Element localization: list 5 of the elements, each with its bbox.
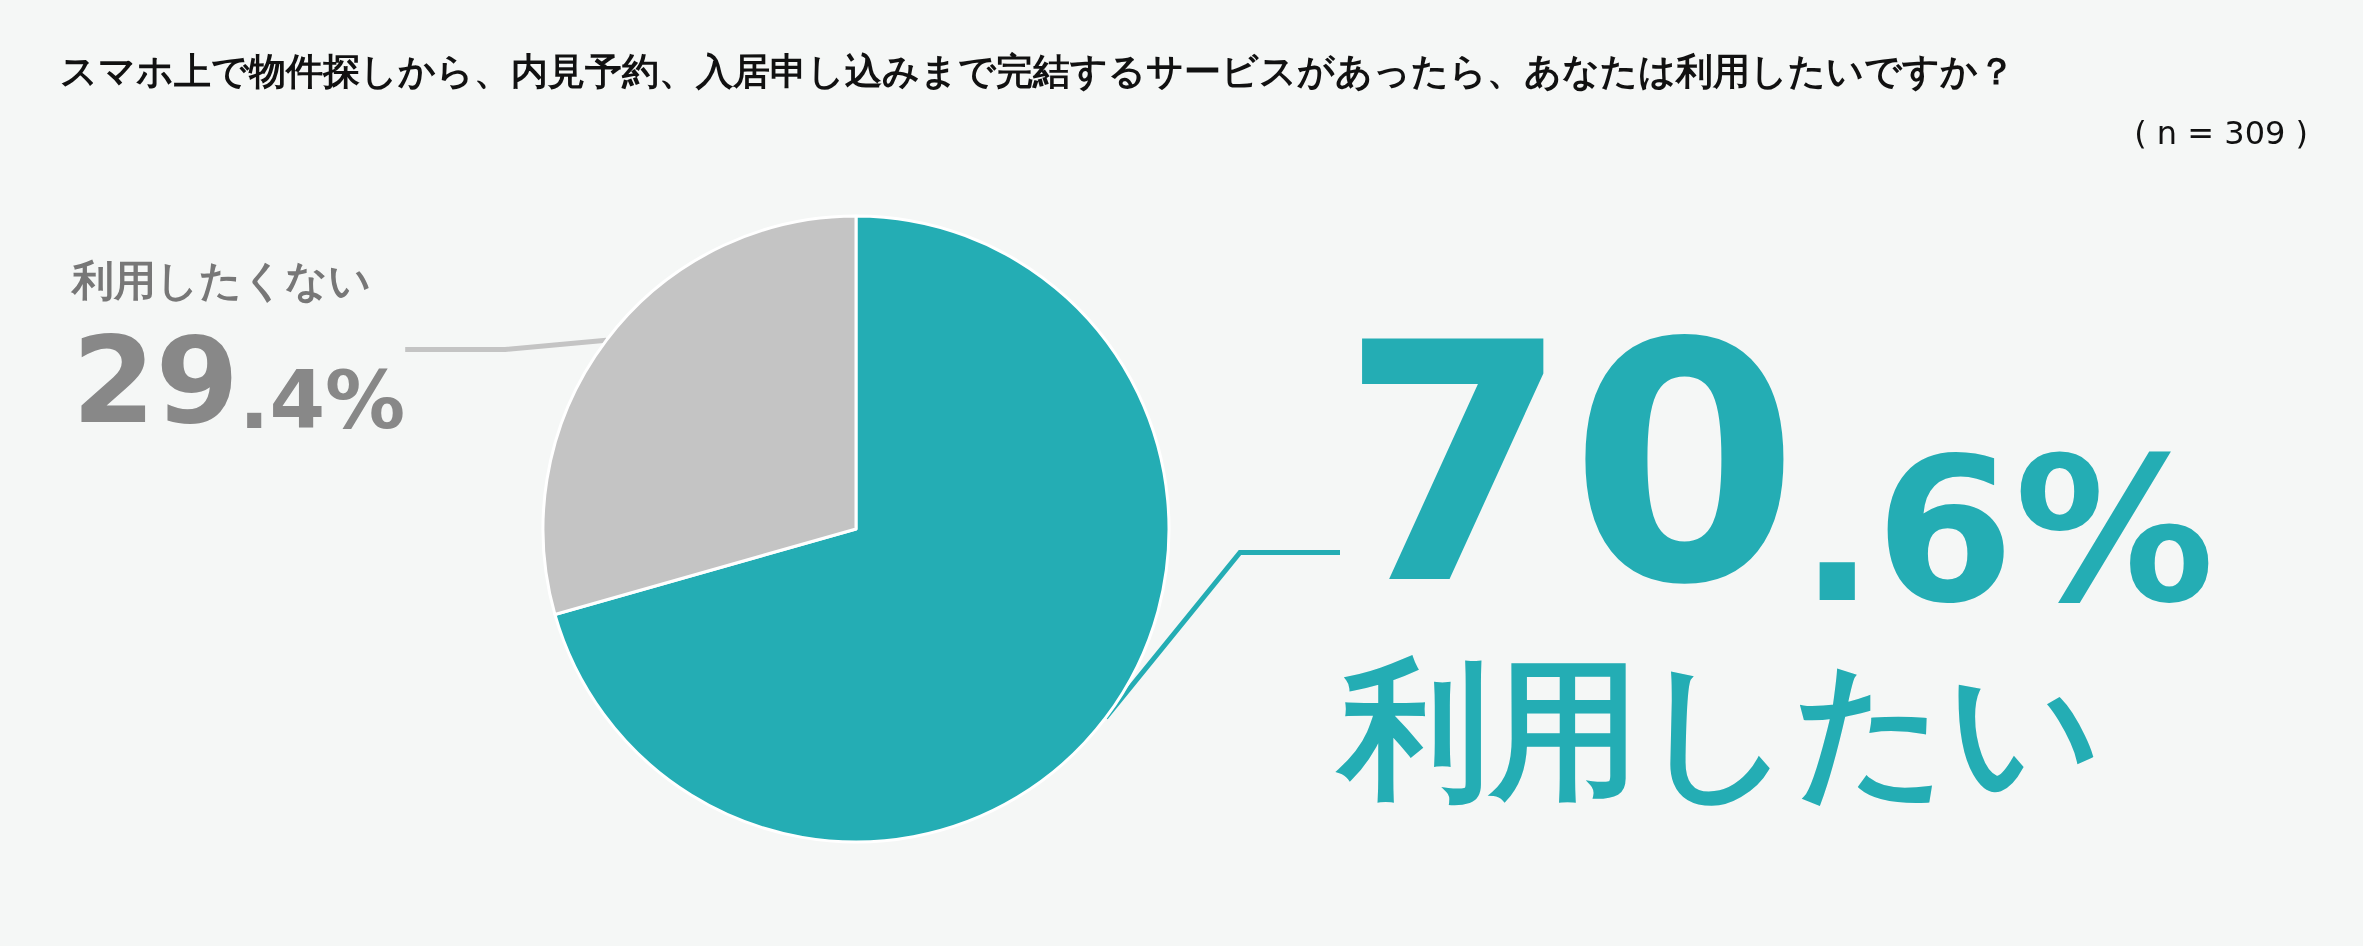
chart-title: スマホ上で物件探しから、内見予約、入居申し込みまで完結するサービスがあったら、あなたは利用したいですか？ [60, 50, 2015, 93]
slice-label: 利用したくない [70, 255, 371, 305]
data-label: 29.4% [72, 310, 406, 450]
slice-label: 利用したい [1335, 643, 2102, 817]
chart-subtitle: ( n = 309 ) [2134, 114, 2308, 152]
